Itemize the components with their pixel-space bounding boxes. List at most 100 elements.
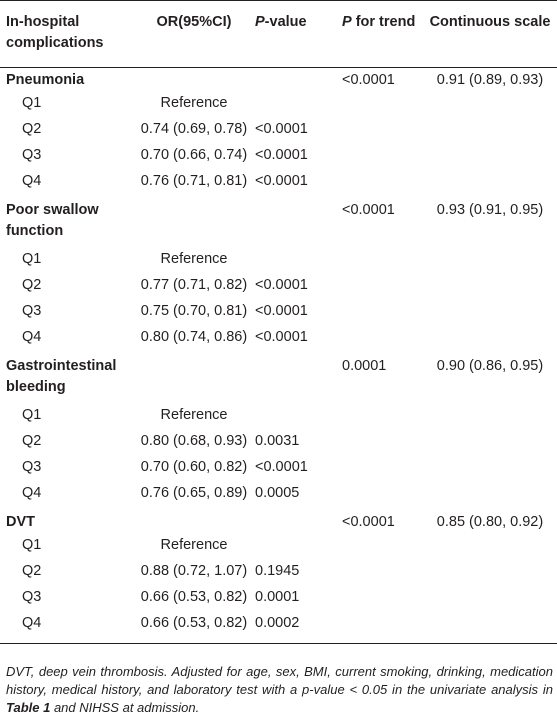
- header-complications: In-hospital complications: [6, 14, 104, 51]
- table-row: Q2 0.80 (0.68, 0.93) 0.0031: [0, 431, 557, 457]
- trend-empty: [328, 457, 423, 483]
- group-p-trend: <0.0001: [342, 202, 395, 218]
- quartile-label: Q3: [22, 147, 42, 163]
- table-row: Q3 0.70 (0.66, 0.74) <0.0001: [0, 145, 557, 171]
- table-row: Q2 0.74 (0.69, 0.78) <0.0001: [0, 119, 557, 145]
- group-p-empty: [253, 197, 328, 249]
- continuous-empty: [423, 561, 557, 587]
- table-row: Q1 Reference: [0, 93, 557, 119]
- or-value: 0.70 (0.66, 0.74): [140, 147, 248, 163]
- quartile-label: Q1: [22, 537, 42, 553]
- group-row: Poor swallow function <0.0001 0.93 (0.91, …: [0, 197, 557, 249]
- or-value: 0.66 (0.53, 0.82): [140, 589, 248, 605]
- continuous-empty: [423, 587, 557, 613]
- quartile-label: Q3: [22, 459, 42, 475]
- group-p-trend: <0.0001: [342, 72, 395, 88]
- header-continuous: Continuous scale: [429, 14, 551, 30]
- or-value: 0.80 (0.68, 0.93): [140, 433, 248, 449]
- trend-empty: [328, 613, 423, 639]
- p-value: <0.0001: [255, 459, 308, 475]
- header-rule: [0, 67, 557, 68]
- table-row: Q4 0.66 (0.53, 0.82) 0.0002: [0, 613, 557, 639]
- table-row: Q1 Reference: [0, 535, 557, 561]
- or-value: 0.66 (0.53, 0.82): [140, 615, 248, 631]
- group-p-trend: 0.0001: [342, 358, 387, 374]
- table-row: Q2 0.88 (0.72, 1.07) 0.1945: [0, 561, 557, 587]
- footnote-text-end: and NIHSS at admission.: [50, 700, 200, 715]
- or-value: Reference: [160, 537, 228, 553]
- header-p-trend: P for trend: [328, 0, 423, 67]
- table-body: Pneumonia <0.0001 0.91 (0.89, 0.93) Q1 Refer…: [0, 67, 557, 639]
- footnote-table-ref: Table 1: [6, 700, 51, 715]
- group-name: DVT: [6, 514, 35, 530]
- table-row: Q3 0.70 (0.60, 0.82) <0.0001: [0, 457, 557, 483]
- trend-empty: [328, 561, 423, 587]
- quartile-label: Q2: [22, 121, 42, 137]
- header-trend-italic: P: [342, 14, 352, 30]
- group-continuous: 0.93 (0.91, 0.95): [436, 202, 544, 218]
- or-value: 0.70 (0.60, 0.82): [140, 459, 248, 475]
- group-p-empty: [253, 67, 328, 93]
- group-row: Gastrointestinal bleeding 0.0001 0.90 (0.8…: [0, 353, 557, 405]
- trend-empty: [328, 587, 423, 613]
- or-value: Reference: [160, 95, 228, 111]
- header-p-suffix: -value: [264, 14, 307, 30]
- or-value: Reference: [160, 407, 228, 423]
- continuous-empty: [423, 457, 557, 483]
- trend-empty: [328, 483, 423, 509]
- trend-empty: [328, 145, 423, 171]
- continuous-empty: [423, 119, 557, 145]
- group-p-empty: [253, 509, 328, 535]
- quartile-label: Q1: [22, 95, 42, 111]
- header-row: In-hospital complications OR(95%CI) P-va…: [0, 0, 557, 67]
- p-value: 0.0002: [255, 615, 300, 631]
- table-footnote: DVT, deep vein thrombosis. Adjusted for …: [6, 663, 553, 717]
- p-value: 0.1945: [255, 563, 300, 579]
- group-p-empty: [253, 353, 328, 405]
- continuous-empty: [423, 145, 557, 171]
- or-value: 0.77 (0.71, 0.82): [140, 277, 248, 293]
- quartile-label: Q3: [22, 303, 42, 319]
- p-value: <0.0001: [255, 329, 308, 345]
- p-value: [253, 535, 328, 561]
- group-or-empty: [135, 67, 253, 93]
- quartile-label: Q2: [22, 433, 42, 449]
- table-row: Q3 0.75 (0.70, 0.81) <0.0001: [0, 301, 557, 327]
- header-p-value: P-value: [253, 0, 328, 67]
- trend-empty: [328, 171, 423, 197]
- continuous-empty: [423, 431, 557, 457]
- or-value: 0.75 (0.70, 0.81): [140, 303, 248, 319]
- table-row: Q4 0.80 (0.74, 0.86) <0.0001: [0, 327, 557, 353]
- continuous-empty: [423, 93, 557, 119]
- results-table-container: In-hospital complications OR(95%CI) P-va…: [0, 0, 557, 644]
- trend-empty: [328, 431, 423, 457]
- or-value: 0.80 (0.74, 0.86): [140, 329, 248, 345]
- footnote-text: DVT, deep vein thrombosis. Adjusted for …: [6, 664, 553, 697]
- quartile-label: Q2: [22, 563, 42, 579]
- group-p-trend: <0.0001: [342, 514, 395, 530]
- group-continuous: 0.90 (0.86, 0.95): [436, 358, 544, 374]
- quartile-label: Q4: [22, 329, 42, 345]
- p-value: <0.0001: [255, 303, 308, 319]
- p-value: 0.0005: [255, 485, 300, 501]
- continuous-empty: [423, 327, 557, 353]
- p-value: <0.0001: [255, 121, 308, 137]
- continuous-empty: [423, 171, 557, 197]
- or-value: 0.88 (0.72, 1.07): [140, 563, 248, 579]
- table-bottom-rule: [0, 643, 557, 644]
- group-or-empty: [135, 353, 253, 405]
- group-name: Gastrointestinal bleeding: [6, 358, 117, 395]
- quartile-label: Q4: [22, 173, 42, 189]
- or-value: 0.76 (0.71, 0.81): [140, 173, 248, 189]
- trend-empty: [328, 249, 423, 275]
- group-name: Poor swallow function: [6, 202, 99, 239]
- header-or: OR(95%CI): [156, 14, 232, 30]
- continuous-empty: [423, 405, 557, 431]
- table-row: Q1 Reference: [0, 405, 557, 431]
- or-value: 0.74 (0.69, 0.78): [140, 121, 248, 137]
- p-value: 0.0001: [255, 589, 300, 605]
- p-value: [253, 93, 328, 119]
- continuous-empty: [423, 249, 557, 275]
- p-value: [253, 405, 328, 431]
- or-value: Reference: [160, 251, 228, 267]
